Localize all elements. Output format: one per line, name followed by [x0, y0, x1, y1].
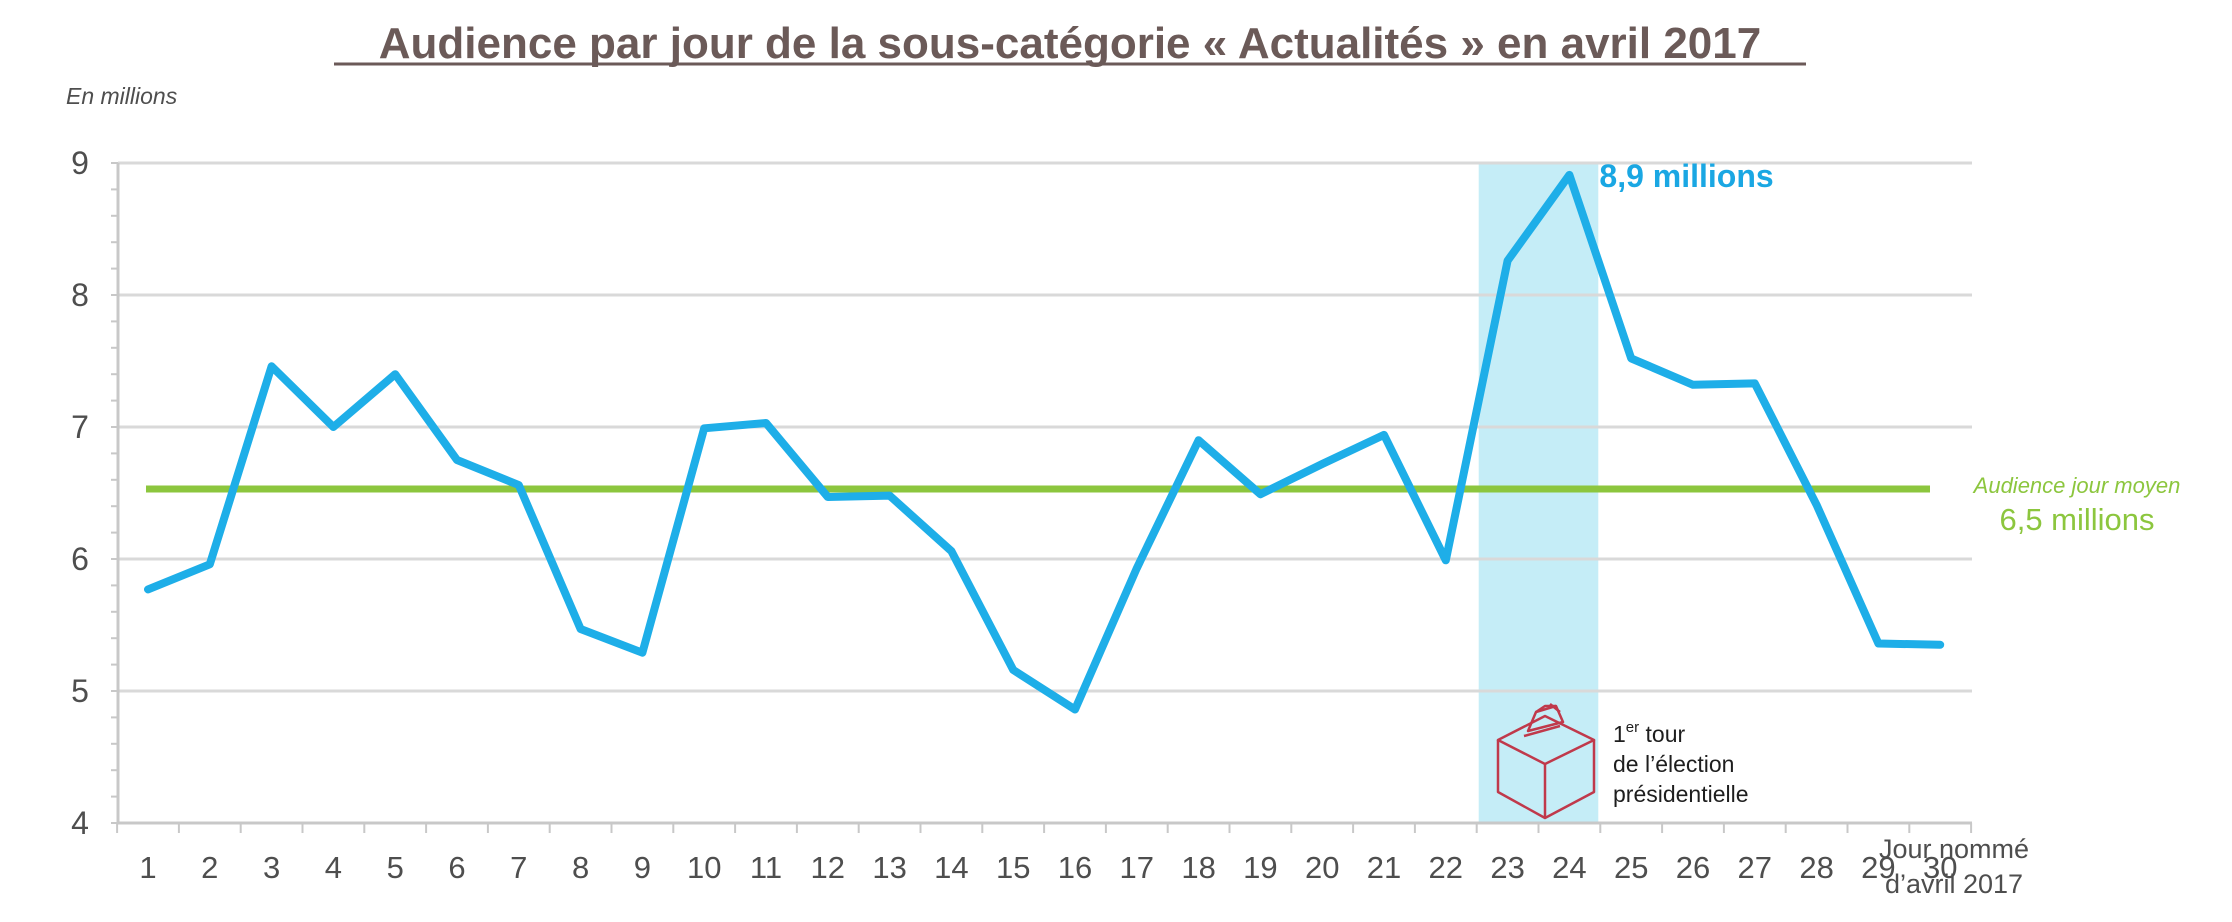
- x-tick-label-1: 1: [139, 850, 156, 885]
- x-tick-label-5: 5: [387, 850, 404, 885]
- event-label-line3: présidentielle: [1613, 781, 1749, 807]
- event-label-prefix: 1: [1613, 721, 1626, 747]
- x-tick-label-26: 26: [1676, 850, 1710, 885]
- y-tick-label-6: 6: [71, 541, 89, 577]
- x-tick-label-28: 28: [1799, 850, 1833, 885]
- x-tick-label-21: 21: [1367, 850, 1401, 885]
- axes: [111, 162, 1972, 825]
- x-tick-label-22: 22: [1429, 850, 1463, 885]
- data-point-day-21: [1380, 431, 1388, 439]
- data-point-day-28: [1813, 501, 1821, 509]
- y-tick-label-7: 7: [71, 409, 89, 445]
- x-tick-label-19: 19: [1243, 850, 1277, 885]
- event-label-line2: de l’élection: [1613, 751, 1734, 777]
- grid-lines: [118, 161, 1972, 693]
- series-line-audience: [144, 170, 1945, 714]
- event-label-superscript: er: [1626, 719, 1639, 736]
- x-tick-label-8: 8: [572, 850, 589, 885]
- data-point-day-12: [824, 493, 832, 501]
- ballot-box-icon: [1496, 703, 1596, 820]
- event-label-line1: 1er tour: [1613, 719, 1686, 747]
- data-point-day-16: [1071, 705, 1079, 713]
- x-tick-label-16: 16: [1058, 850, 1092, 885]
- x-tick-label-18: 18: [1181, 850, 1215, 885]
- x-tick-label-14: 14: [934, 850, 968, 885]
- data-point-day-5: [391, 370, 399, 378]
- data-point-day-25: [1627, 354, 1635, 362]
- data-point-day-15: [1009, 666, 1017, 674]
- data-point-day-7: [515, 481, 523, 489]
- y-tick-label-9: 9: [71, 145, 89, 181]
- x-tick-label-15: 15: [996, 850, 1030, 885]
- data-point-day-24: [1565, 171, 1573, 179]
- data-point-day-8: [577, 625, 585, 633]
- data-point-day-22: [1442, 556, 1450, 564]
- x-tick-label-7: 7: [510, 850, 527, 885]
- data-point-day-4: [329, 423, 337, 431]
- x-tick-label-3: 3: [263, 850, 280, 885]
- data-point-day-30: [1936, 641, 1944, 649]
- x-axis-label-line1: Jour nommé: [1879, 834, 2029, 864]
- data-point-day-14: [947, 547, 955, 555]
- chart-title: Audience par jour de la sous-catégorie «…: [379, 19, 1761, 68]
- x-tick-label-12: 12: [811, 850, 845, 885]
- data-point-day-27: [1751, 379, 1759, 387]
- data-point-day-26: [1689, 381, 1697, 389]
- data-point-day-17: [1133, 564, 1141, 572]
- x-tick-label-23: 23: [1490, 850, 1524, 885]
- x-tick-label-20: 20: [1305, 850, 1339, 885]
- y-tick-label-4: 4: [71, 805, 89, 841]
- x-tick-label-6: 6: [448, 850, 465, 885]
- data-point-day-6: [453, 456, 461, 464]
- average-label: Audience jour moyen: [1972, 473, 2181, 498]
- x-tick-label-2: 2: [201, 850, 218, 885]
- x-tick-label-25: 25: [1614, 850, 1648, 885]
- data-point-day-29: [1874, 639, 1882, 647]
- data-point-day-13: [886, 492, 894, 500]
- data-point-day-18: [1195, 436, 1203, 444]
- election-highlight-band: [1478, 163, 1599, 823]
- event-label-suffix: tour: [1639, 721, 1685, 747]
- data-point-day-23: [1504, 257, 1512, 265]
- y-tick-label-5: 5: [71, 673, 89, 709]
- data-point-day-20: [1318, 460, 1326, 468]
- x-tick-label-29: 29: [1861, 850, 1895, 885]
- x-tick-label-9: 9: [634, 850, 651, 885]
- x-tick-label-11: 11: [750, 850, 782, 885]
- unit-label: En millions: [66, 83, 178, 109]
- y-axis-ticks: 4 5 6 7 8 9: [71, 145, 89, 841]
- x-tick-label-10: 10: [687, 850, 721, 885]
- average-value-label: 6,5 millions: [1999, 502, 2154, 537]
- x-axis-label-line2: d’avril 2017: [1885, 869, 2023, 899]
- x-tick-label-27: 27: [1738, 850, 1772, 885]
- series-points: [144, 171, 1944, 713]
- data-point-day-3: [268, 362, 276, 370]
- peak-annotation: 8,9 millions: [1599, 158, 1773, 194]
- x-tick-label-13: 13: [872, 850, 906, 885]
- x-tick-label-4: 4: [325, 850, 342, 885]
- data-point-day-10: [700, 424, 708, 432]
- y-tick-label-8: 8: [71, 277, 89, 313]
- data-point-day-11: [762, 419, 770, 427]
- data-point-day-19: [1256, 490, 1264, 498]
- data-point-day-2: [206, 560, 214, 568]
- x-tick-label-17: 17: [1120, 850, 1154, 885]
- data-point-day-1: [144, 585, 152, 593]
- x-axis-ticks: 1 2 3 4 5 6 7 8 9 10 11 12 13 14 15 16 17 18 19 20 21 22 23 24 2…: [116, 823, 1973, 885]
- x-tick-label-24: 24: [1552, 850, 1586, 885]
- x-tick-label-30: 30: [1923, 850, 1957, 885]
- data-point-day-9: [638, 649, 646, 657]
